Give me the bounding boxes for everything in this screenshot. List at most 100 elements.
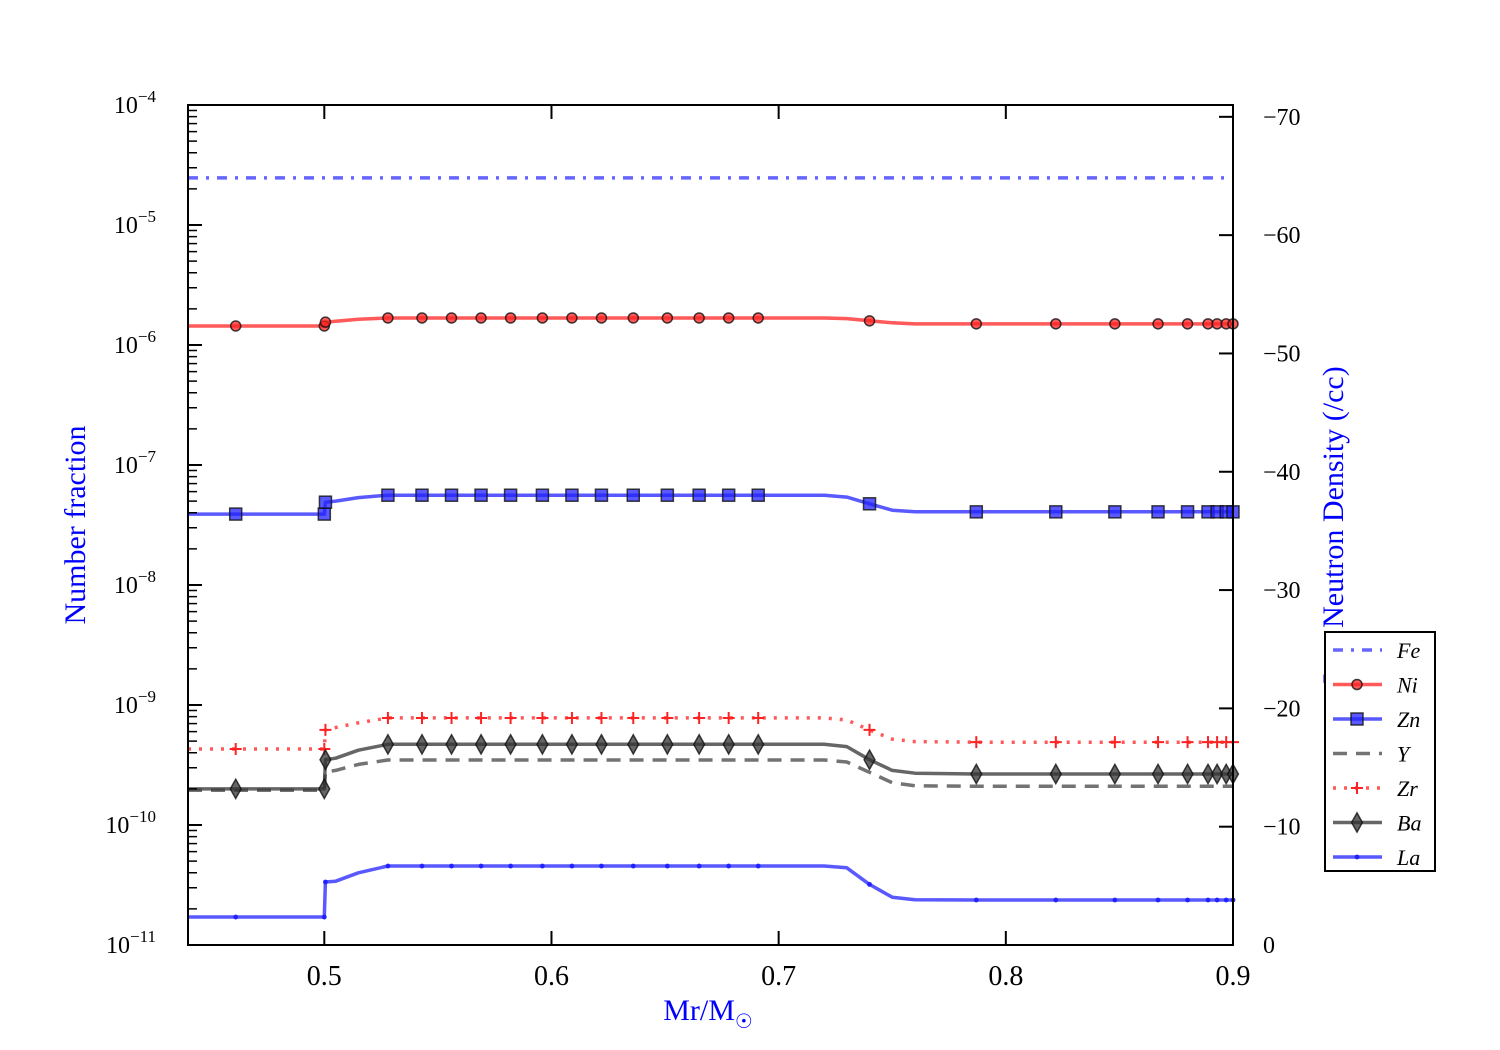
data-point-la (973, 897, 979, 903)
data-point-ba (661, 733, 674, 756)
legend-item-fe: Fe (1333, 638, 1420, 663)
data-point-la (1214, 897, 1220, 903)
data-point-zn (228, 507, 243, 521)
data-point-ba (627, 733, 640, 756)
legend-marker (1351, 678, 1363, 691)
y2-axis-label: Log Neutron Density (/cc) (1317, 366, 1350, 683)
data-point-ba (229, 777, 242, 801)
data-point-la (867, 881, 872, 887)
data-point-zn (594, 488, 609, 502)
x-tick-label: 0.8 (988, 961, 1023, 992)
data-point-zn (721, 488, 736, 502)
sun-symbol: ☉ (735, 1011, 753, 1033)
data-point-ni (1050, 318, 1062, 330)
y-tick-exponent: −7 (138, 447, 157, 466)
data-point-zn (1049, 505, 1063, 519)
legend-item-ni: Ni (1333, 673, 1418, 698)
legend-marker (1354, 854, 1360, 860)
data-point-ba (415, 733, 429, 756)
legend-item-la: La (1333, 845, 1420, 870)
data-point-zn (1151, 505, 1165, 519)
x-axis-label: Mr/M☉ (663, 994, 753, 1033)
data-point-ba (1201, 762, 1215, 786)
series-zn (188, 488, 1240, 521)
data-point-zn (660, 488, 675, 502)
y-tick-label: 10−4 (114, 87, 157, 119)
data-point-ni (1181, 318, 1194, 330)
data-point-la (1185, 897, 1190, 903)
data-point-ni (722, 312, 735, 324)
legend-label: Ba (1397, 811, 1421, 836)
legend-item-zn: Zn (1333, 707, 1420, 732)
data-point-ni (863, 315, 876, 327)
data-point-zr (319, 723, 332, 736)
y-tick-label: 10−5 (114, 207, 156, 239)
data-point-la (696, 863, 702, 869)
y-axis-label: Number fraction (59, 425, 92, 624)
data-point-zn (318, 495, 333, 509)
data-point-ni (595, 312, 608, 324)
data-point-ni (627, 312, 640, 324)
data-point-ba (474, 733, 488, 756)
data-point-zn (751, 488, 765, 502)
y-tick-exponent: −4 (138, 87, 157, 106)
y-tick-label: 10−6 (114, 327, 156, 359)
y2-tick-label: 0 (1263, 933, 1275, 959)
legend-label: Zn (1397, 707, 1420, 732)
y-tick-exponent: −5 (138, 207, 156, 226)
data-point-la (321, 914, 327, 920)
data-point-zr (661, 711, 674, 724)
x-tick-label: 0.5 (307, 961, 342, 992)
data-point-ni (504, 312, 517, 324)
data-point-zr (722, 711, 735, 724)
legend-marker (1351, 782, 1363, 794)
legend-item-ba: Ba (1333, 811, 1421, 836)
data-point-la (726, 863, 732, 869)
data-point-la (539, 863, 545, 869)
data-point-zn (565, 488, 579, 502)
data-point-la (419, 863, 425, 869)
legend-label: Ni (1396, 673, 1418, 698)
legend-item-y: Y (1333, 742, 1412, 767)
data-point-zn (1180, 505, 1195, 519)
data-point-zn (317, 507, 332, 521)
data-point-zr (693, 711, 706, 724)
series-line-ni (188, 316, 1233, 328)
legend-marker (1350, 811, 1364, 834)
y-tick-label: 10−10 (105, 807, 156, 839)
series-line-y (188, 758, 1233, 792)
x-tick-label: 0.7 (761, 961, 796, 992)
data-point-zr (445, 711, 458, 724)
data-point-la (1053, 897, 1059, 903)
y-tick-exponent: −10 (129, 807, 156, 826)
data-point-ba (692, 733, 706, 756)
data-point-ba (970, 762, 983, 786)
y-tick-exponent: −8 (138, 567, 156, 586)
axes-layer: 0.5 0.6 0.7 0.8 0.9 10−4 10−5 10−6 10−7 10−8 10−9 1… (105, 87, 1300, 992)
data-point-zn (381, 488, 395, 502)
data-point-ni (661, 312, 674, 324)
data-point-zr (595, 711, 608, 724)
data-point-zn (474, 488, 488, 502)
data-point-la (1155, 897, 1161, 903)
data-point-ba (565, 733, 579, 756)
x-tick-label: 0.9 (1216, 961, 1251, 992)
data-point-ni (1109, 318, 1121, 330)
data-point-zn (862, 497, 877, 511)
data-point-ni (970, 318, 983, 330)
y-tick-exponent: −11 (130, 927, 156, 946)
data-point-ni (1152, 318, 1164, 330)
data-point-zn (626, 488, 641, 502)
data-point-zn (969, 505, 984, 519)
data-point-zn (503, 488, 518, 502)
data-point-zr (752, 711, 765, 724)
data-point-ba (318, 777, 331, 801)
series-line-la (188, 864, 1233, 919)
y2-tick-label: −20 (1263, 696, 1301, 722)
legend-label: La (1396, 845, 1420, 870)
legend-label: Y (1397, 742, 1412, 767)
data-point-la (664, 863, 670, 869)
data-point-ba (1210, 762, 1224, 786)
data-point-la (385, 863, 391, 869)
data-point-zr (627, 711, 640, 724)
